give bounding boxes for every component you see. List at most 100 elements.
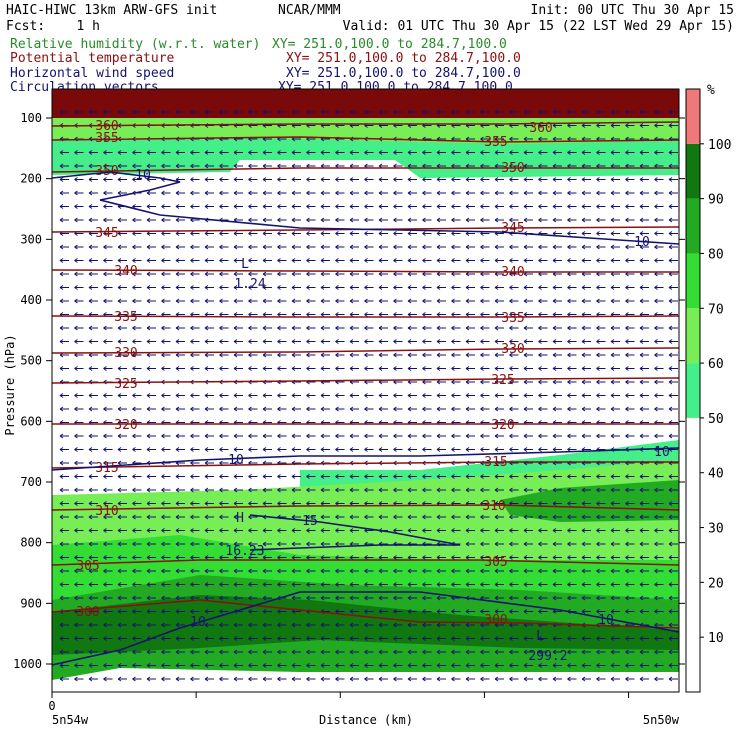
- vector-arrow: [190, 271, 200, 277]
- vector-arrow: [393, 231, 403, 236]
- vector-arrow: [639, 177, 649, 182]
- vector-arrow: [625, 190, 635, 196]
- vector-arrow: [393, 312, 403, 317]
- vector-arrow: [639, 123, 649, 128]
- vector-arrow: [581, 298, 591, 304]
- vector-arrow: [161, 244, 171, 250]
- vector-arrow: [161, 271, 171, 277]
- vector-arrow: [378, 244, 388, 250]
- vector-arrow: [596, 244, 606, 250]
- vector-arrow: [378, 312, 388, 317]
- vector-arrow: [320, 190, 330, 196]
- vector-arrow: [59, 217, 69, 223]
- vector-arrow: [364, 258, 374, 263]
- vector-arrow: [436, 204, 446, 209]
- vector-arrow: [480, 109, 490, 115]
- vector-arrow: [465, 204, 475, 209]
- vector-arrow: [538, 285, 548, 290]
- vector-arrow: [552, 217, 562, 223]
- vector-arrow: [320, 285, 330, 290]
- theta-label-350-1: 350: [95, 164, 118, 179]
- theta-label-305-2: 305: [484, 555, 507, 570]
- vector-arrow: [204, 298, 214, 304]
- vector-arrow: [422, 298, 432, 304]
- vector-arrow: [625, 285, 635, 290]
- title-center: NCAR/MMM: [278, 3, 341, 18]
- vector-arrow: [625, 231, 635, 236]
- vector-arrow: [117, 285, 127, 290]
- vector-arrow: [190, 190, 200, 196]
- vector-arrow: [407, 204, 417, 209]
- colorbar-label-100: 100: [708, 138, 731, 153]
- vector-arrow: [422, 285, 432, 290]
- vector-arrow: [393, 271, 403, 277]
- vector-arrow: [233, 109, 243, 115]
- vector-arrow: [596, 150, 606, 155]
- vector-arrow: [74, 298, 84, 304]
- vector-arrow: [378, 177, 388, 182]
- vector-arrow: [74, 325, 84, 331]
- colorbar-label-20: 20: [708, 576, 724, 591]
- vector-arrow: [654, 231, 664, 236]
- vector-arrow: [190, 204, 200, 209]
- annotation-2: 1.24: [234, 277, 265, 292]
- vector-arrow: [306, 190, 316, 196]
- vector-arrow: [74, 163, 84, 169]
- vector-arrow: [291, 190, 301, 196]
- vector-arrow: [59, 325, 69, 331]
- vector-arrow: [59, 204, 69, 209]
- vector-arrow: [668, 231, 678, 236]
- colorbar-label-90: 90: [708, 193, 724, 208]
- vector-arrow: [364, 298, 374, 304]
- vector-arrow: [291, 217, 301, 223]
- vector-arrow: [88, 271, 98, 277]
- vector-arrow: [509, 244, 519, 250]
- vector-arrow: [422, 150, 432, 155]
- vector-arrow: [175, 190, 185, 196]
- wind-label-15-4-1: 15: [302, 514, 318, 529]
- vector-arrow: [596, 231, 606, 236]
- vector-arrow: [88, 258, 98, 263]
- vector-arrow: [117, 258, 127, 263]
- vector-arrow: [219, 163, 229, 169]
- vector-arrow: [204, 190, 214, 196]
- vector-arrow: [132, 150, 142, 155]
- vector-arrow: [567, 285, 577, 290]
- vector-arrow: [103, 217, 113, 223]
- vector-arrow: [190, 177, 200, 182]
- init-time: Init: 00 UTC Thu 30 Apr 15: [531, 3, 735, 18]
- vector-arrow: [262, 271, 272, 277]
- vector-arrow: [364, 190, 374, 196]
- vector-arrow: [117, 109, 127, 115]
- vector-arrow: [74, 190, 84, 196]
- vector-arrow: [581, 244, 591, 250]
- vector-arrow: [132, 285, 142, 290]
- vector-arrow: [248, 109, 258, 115]
- vector-arrow: [349, 109, 359, 115]
- vector-arrow: [625, 204, 635, 209]
- vector-arrow: [378, 285, 388, 290]
- vector-arrow: [451, 285, 461, 290]
- vector-arrow: [74, 285, 84, 290]
- vector-arrow: [378, 298, 388, 304]
- vector-arrow: [175, 163, 185, 169]
- vector-arrow: [277, 204, 287, 209]
- vector-arrow: [407, 285, 417, 290]
- vector-arrow: [74, 258, 84, 263]
- vector-arrow: [523, 109, 533, 115]
- vector-arrow: [393, 150, 403, 155]
- vector-arrow: [74, 271, 84, 277]
- y-tick-label-100: 100: [20, 111, 42, 125]
- annotation-5: L: [536, 629, 544, 644]
- theta-label-360-2: 360: [529, 121, 552, 136]
- vector-arrow: [668, 204, 678, 209]
- vector-arrow: [407, 258, 417, 263]
- vector-arrow: [320, 258, 330, 263]
- y-tick-label-200: 200: [20, 172, 42, 186]
- theta-label-310-1: 310: [95, 504, 118, 519]
- vector-arrow: [117, 190, 127, 196]
- vector-arrow: [320, 312, 330, 317]
- vector-arrow: [233, 298, 243, 304]
- vector-arrow: [451, 150, 461, 155]
- vector-arrow: [494, 150, 504, 155]
